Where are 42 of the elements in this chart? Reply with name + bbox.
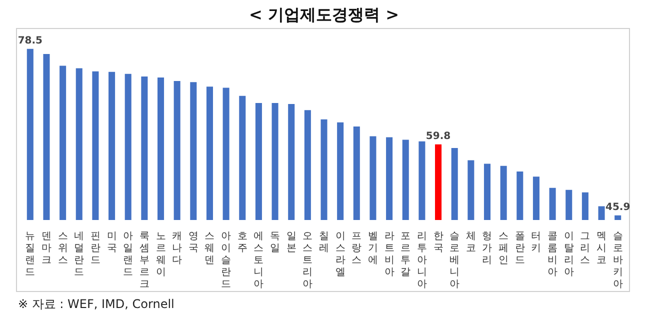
data-label: 45.9 — [605, 202, 630, 213]
annotation: ※ 자료 : WEF, IMD, Cornell — [18, 296, 174, 313]
x-tick-label: 헝가리 — [482, 230, 492, 266]
x-tick-label: 핀란드 — [90, 230, 100, 266]
x-tick-label: 룩셈부르크 — [139, 230, 150, 290]
x-tick-label: 멕시코 — [596, 230, 607, 266]
x-tick-label: 슬로바키아 — [612, 230, 623, 290]
data-label: 78.5 — [18, 35, 43, 46]
data-label: 59.8 — [426, 130, 451, 142]
x-tick-label: 노르웨이 — [156, 230, 166, 278]
x-tick-label: 한국 — [433, 230, 444, 254]
x-tick-label: 덴마크 — [41, 230, 52, 266]
x-tick-label: 영국 — [188, 230, 198, 254]
x-tick-label: 스페인 — [498, 230, 509, 266]
x-tick-label: 에스토니아 — [254, 230, 264, 290]
x-tick-label: 이탈리아 — [564, 230, 574, 278]
x-tick-label: 체코 — [466, 230, 476, 254]
x-tick-label: 아이슬란드 — [221, 230, 232, 290]
x-tick-label: 아일랜드 — [123, 230, 134, 278]
x-tick-label: 리투아니아 — [416, 230, 427, 290]
x-tick-label: 호주 — [237, 230, 248, 254]
x-tick-label: 오스트리아 — [302, 230, 313, 290]
x-tick-label: 미국 — [106, 230, 117, 254]
x-tick-label: 벨기에 — [368, 230, 378, 266]
x-tick-label: 터키 — [531, 230, 542, 254]
chart-title: < 기업제도경쟁력 > — [249, 4, 399, 24]
x-tick-label: 이스라엘 — [335, 230, 346, 278]
x-tick-label: 폴란드 — [514, 230, 525, 266]
x-tick-label: 뉴질랜드 — [25, 230, 36, 278]
x-tick-label: 스위스 — [58, 230, 68, 266]
x-tick-label: 라트비아 — [384, 230, 394, 278]
x-tick-label: 스웨덴 — [204, 230, 215, 266]
x-tick-label: 캐나다 — [172, 230, 182, 266]
x-tick-label: 일본 — [286, 230, 296, 254]
x-tick-label: 그리스 — [580, 230, 590, 266]
x-tick-label: 프랑스 — [352, 230, 362, 266]
x-tick-label: 슬로베니아 — [450, 230, 460, 290]
x-tick-label: 콜롬비아 — [548, 230, 558, 278]
x-tick-label: 독일 — [270, 230, 280, 254]
x-tick-label: 칠레 — [319, 230, 329, 254]
x-tick-label: 포르투갈 — [400, 230, 411, 278]
x-tick-label: 네덜란드 — [74, 230, 84, 278]
